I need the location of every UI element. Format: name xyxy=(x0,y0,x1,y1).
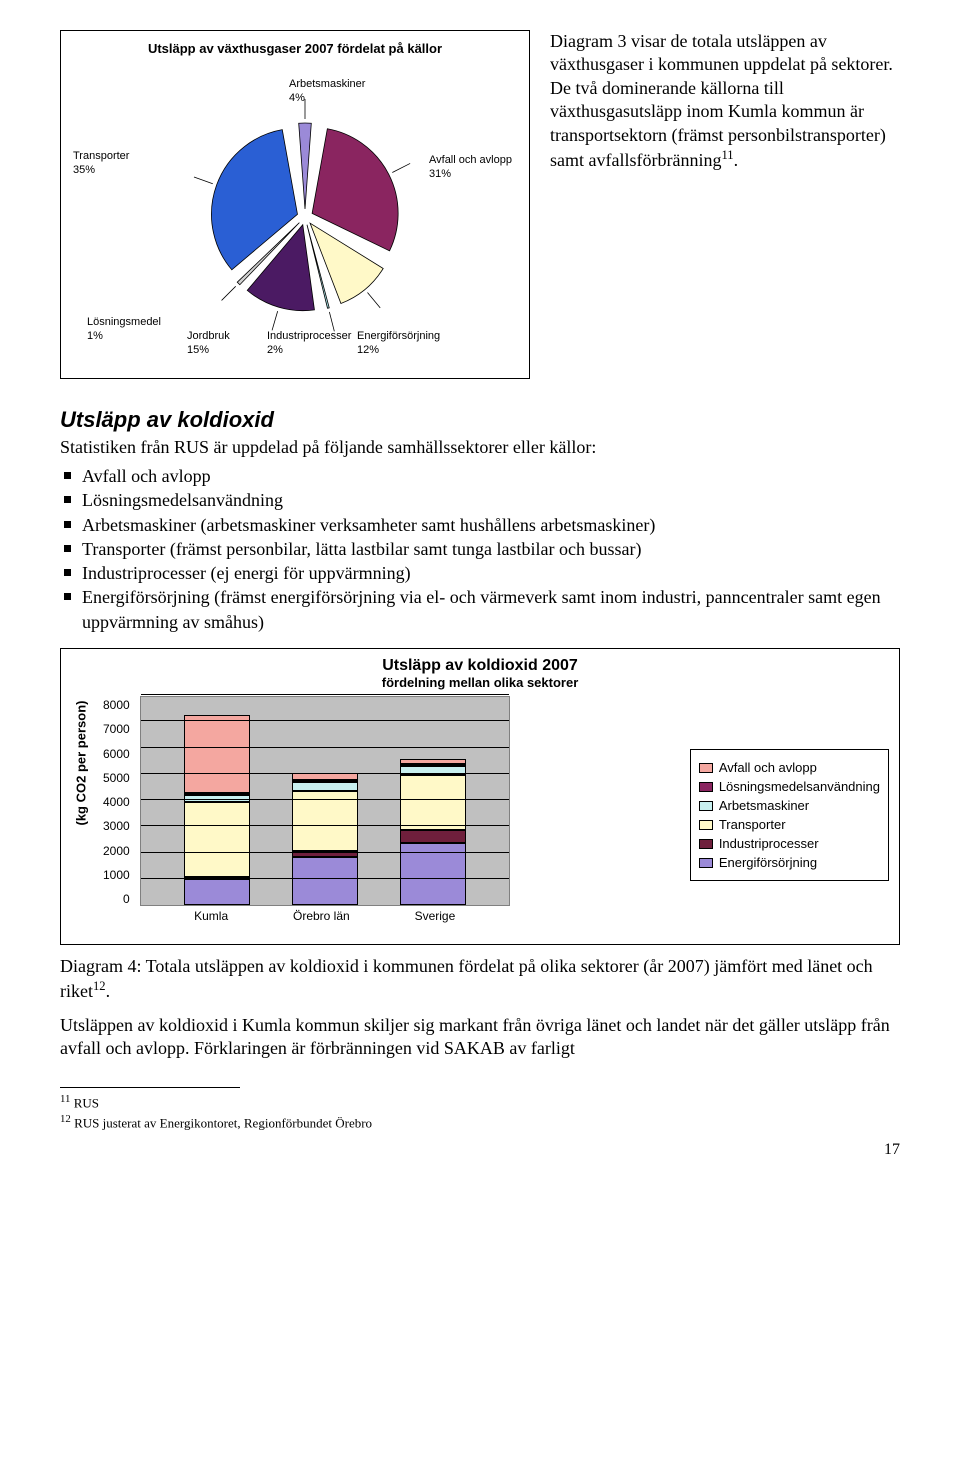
legend-swatch xyxy=(699,763,713,773)
bars-container xyxy=(141,697,509,905)
y-tick: 7000 xyxy=(103,722,130,736)
body-paragraph: Utsläppen av koldioxid i Kumla kommun sk… xyxy=(60,1014,900,1061)
section-heading: Utsläpp av koldioxid xyxy=(60,407,900,433)
bar-segment xyxy=(400,775,466,830)
y-axis-label-wrap: (kg CO2 per person) xyxy=(71,696,93,934)
bar-segment xyxy=(400,830,466,843)
bar-caption: Diagram 4: Totala utsläppen av koldioxid… xyxy=(60,955,900,1004)
side-paragraph: Diagram 3 visar de totala utsläppen av v… xyxy=(550,30,900,379)
list-item: Energiförsörjning (främst energiförsörjn… xyxy=(60,585,900,634)
bar-segment xyxy=(184,715,250,794)
y-tick: 8000 xyxy=(103,698,130,712)
legend-label: Transporter xyxy=(719,817,786,832)
pie-label: Energiförsörjning12% xyxy=(357,330,440,358)
y-tick: 3000 xyxy=(103,819,130,833)
bar-chart-box: Utsläpp av koldioxid 2007 fördelning mel… xyxy=(60,648,900,945)
footnote-rule xyxy=(60,1087,240,1088)
pie-label: Transporter35% xyxy=(73,150,129,178)
legend-item: Arbetsmaskiner xyxy=(699,798,880,813)
bar-Örebro län xyxy=(292,773,358,905)
section-lede: Statistiken från RUS är uppdelad på följ… xyxy=(60,437,900,458)
footnotes: 11 RUS12 RUS justerat av Energikontoret,… xyxy=(60,1092,900,1132)
pie-label: Arbetsmaskiner4% xyxy=(289,78,365,106)
bar-chart-title: Utsläpp av koldioxid 2007 xyxy=(71,657,889,675)
legend-item: Transporter xyxy=(699,817,880,832)
y-tick: 5000 xyxy=(103,771,130,785)
pie-chart-area: Transporter35% Arbetsmaskiner4% Avfall och… xyxy=(69,60,521,370)
y-tick: 1000 xyxy=(103,868,130,882)
footnote-ref-12: 12 xyxy=(93,979,106,993)
footnote: 12 RUS justerat av Energikontoret, Regio… xyxy=(60,1112,900,1132)
pie-chart-box: Utsläpp av växthusgaser 2007 fördelat på… xyxy=(60,30,530,379)
x-label: Sverige xyxy=(415,909,456,923)
top-row: Utsläpp av växthusgaser 2007 fördelat på… xyxy=(60,30,900,379)
y-tick: 2000 xyxy=(103,844,130,858)
y-axis-label: (kg CO2 per person) xyxy=(74,805,89,825)
legend-label: Avfall och avlopp xyxy=(719,760,817,775)
footnote-ref-11: 11 xyxy=(721,148,733,162)
legend-item: Energiförsörjning xyxy=(699,855,880,870)
pie-label: Jordbruk15% xyxy=(187,330,230,358)
side-text-tail: . xyxy=(734,150,739,170)
caption-text: Diagram 4: Totala utsläppen av koldioxid… xyxy=(60,956,873,1001)
legend-label: Arbetsmaskiner xyxy=(719,798,809,813)
legend-swatch xyxy=(699,801,713,811)
bar-legend: Avfall och avlopp Lösningsmedelsanvändnin… xyxy=(690,749,889,881)
caption-tail: . xyxy=(106,981,111,1001)
legend-swatch xyxy=(699,839,713,849)
legend-swatch xyxy=(699,858,713,868)
y-axis-ticks: 8000 7000 6000 5000 4000 3000 2000 1000 0 xyxy=(103,696,130,906)
y-tick: 6000 xyxy=(103,747,130,761)
legend-item: Industriprocesser xyxy=(699,836,880,851)
page-number: 17 xyxy=(60,1141,900,1159)
bar-segment xyxy=(184,879,250,905)
legend-swatch xyxy=(699,820,713,830)
list-item: Transporter (främst personbilar, lätta l… xyxy=(60,537,900,561)
bar-segment xyxy=(292,782,358,791)
footnote: 11 RUS xyxy=(60,1092,900,1112)
legend-item: Lösningsmedelsanvändning xyxy=(699,779,880,794)
list-item: Lösningsmedelsanvändning xyxy=(60,488,900,512)
pie-label: Lösningsmedel1% xyxy=(87,316,161,344)
x-label: Kumla xyxy=(194,909,228,923)
pie-label: Industriprocesser2% xyxy=(267,330,351,358)
list-item: Avfall och avlopp xyxy=(60,464,900,488)
legend-swatch xyxy=(699,782,713,792)
bar-segment xyxy=(400,843,466,905)
list-item: Arbetsmaskiner (arbetsmaskiner verksamhe… xyxy=(60,513,900,537)
legend-label: Lösningsmedelsanvändning xyxy=(719,779,880,794)
bar-Sverige xyxy=(400,759,466,905)
x-axis-labels: Kumla Örebro län Sverige xyxy=(140,906,510,923)
y-tick: 0 xyxy=(123,892,130,906)
list-item: Industriprocesser (ej energi för uppvärm… xyxy=(60,561,900,585)
plot-area xyxy=(140,696,510,906)
bar-chart-subtitle: fördelning mellan olika sektorer xyxy=(71,675,889,690)
legend-label: Energiförsörjning xyxy=(719,855,817,870)
bar-segment xyxy=(184,802,250,877)
legend-item: Avfall och avlopp xyxy=(699,760,880,775)
x-label: Örebro län xyxy=(293,909,350,923)
bar-segment xyxy=(292,857,358,906)
pie-slice-arbetsmaskiner xyxy=(299,123,312,209)
y-tick: 4000 xyxy=(103,795,130,809)
legend-label: Industriprocesser xyxy=(719,836,819,851)
bullet-list: Avfall och avloppLösningsmedelsanvändnin… xyxy=(60,464,900,634)
bar-Kumla xyxy=(184,715,250,905)
pie-label: Avfall och avlopp31% xyxy=(429,154,512,182)
bar-plot: Kumla Örebro län Sverige xyxy=(140,696,510,934)
